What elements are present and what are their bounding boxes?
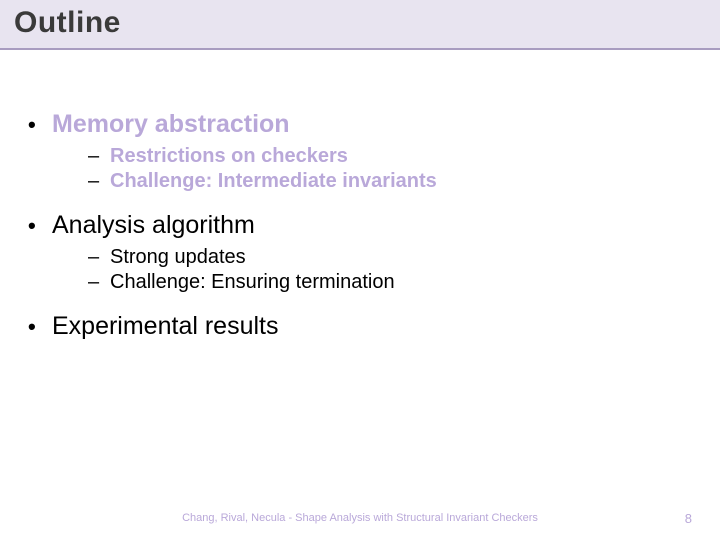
sub-label: Challenge: Ensuring termination — [110, 271, 395, 294]
sub-block: – Restrictions on checkers – Challenge: … — [88, 145, 692, 193]
bullet-l1: • Analysis algorithm — [28, 211, 692, 240]
bullet-l1: • Experimental results — [28, 312, 692, 341]
footer-text: Chang, Rival, Necula - Shape Analysis wi… — [0, 512, 720, 524]
bullet-dot: • — [28, 316, 52, 338]
sub-label: Restrictions on checkers — [110, 145, 348, 168]
bullet-l2: – Challenge: Intermediate invariants — [88, 170, 692, 193]
sub-block: – Strong updates – Challenge: Ensuring t… — [88, 246, 692, 294]
bullet-l2: – Challenge: Ensuring termination — [88, 271, 692, 294]
slide-title: Outline — [14, 6, 706, 40]
bullet-dash: – — [88, 271, 110, 294]
bullet-l1: • Memory abstraction — [28, 110, 692, 139]
bullet-l2: – Strong updates — [88, 246, 692, 269]
bullet-label: Analysis algorithm — [52, 211, 255, 240]
bullet-dash: – — [88, 170, 110, 193]
title-band: Outline — [0, 0, 720, 50]
page-number: 8 — [685, 511, 692, 526]
bullet-dot: • — [28, 215, 52, 237]
bullet-dash: – — [88, 246, 110, 269]
bullet-dash: – — [88, 145, 110, 168]
sub-label: Strong updates — [110, 246, 246, 269]
bullet-l2: – Restrictions on checkers — [88, 145, 692, 168]
bullet-label: Experimental results — [52, 312, 278, 341]
bullet-label: Memory abstraction — [52, 110, 290, 139]
bullet-dot: • — [28, 114, 52, 136]
content-area: • Memory abstraction – Restrictions on c… — [0, 50, 720, 341]
sub-label: Challenge: Intermediate invariants — [110, 170, 437, 193]
